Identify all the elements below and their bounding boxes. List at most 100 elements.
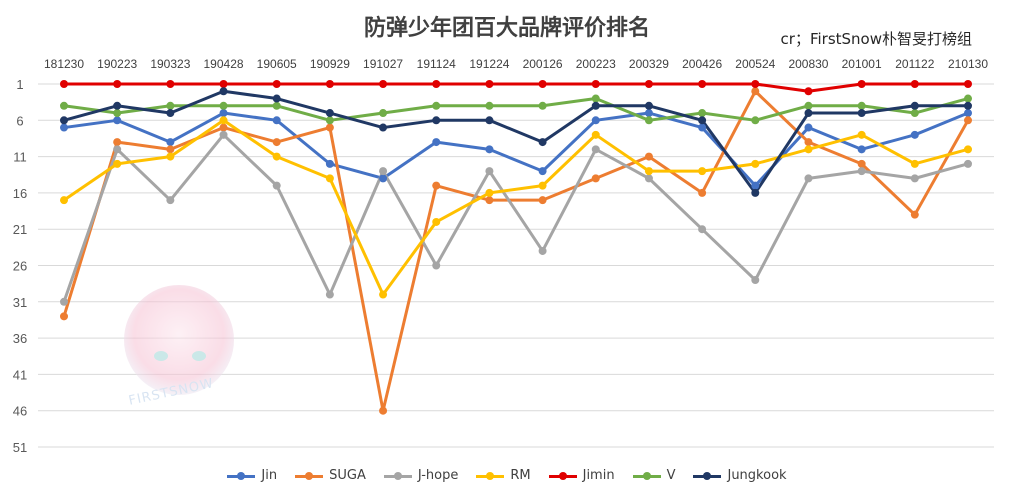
watermark-sticker: FIRSTSNOW	[100, 255, 260, 435]
data-point-j-hope	[379, 167, 388, 176]
data-point-suga	[113, 138, 122, 147]
legend-marker	[305, 471, 314, 480]
data-point-v	[964, 94, 972, 103]
data-point-jin	[751, 181, 760, 190]
data-point-suga	[857, 159, 866, 168]
data-point-jimin	[538, 80, 547, 88]
data-point-jin	[591, 116, 600, 125]
y-tick-label: 46	[13, 404, 27, 419]
data-point-rm	[910, 159, 919, 168]
y-tick-label: 31	[13, 295, 27, 310]
data-point-jimin	[910, 80, 919, 88]
y-tick-label: 6	[16, 113, 23, 128]
data-point-j-hope	[591, 145, 600, 154]
x-tick-label: 190223	[97, 57, 137, 71]
data-point-rm	[485, 188, 494, 197]
data-point-suga	[644, 152, 653, 161]
data-point-j-hope	[272, 181, 281, 190]
data-point-v	[804, 101, 813, 110]
data-point-rm	[325, 174, 334, 183]
legend-item-rm: RM	[476, 468, 531, 483]
data-point-jimin	[219, 80, 228, 88]
y-tick-label: 1	[16, 77, 23, 92]
data-point-rm	[432, 217, 441, 226]
y-tick-label: 21	[13, 222, 27, 237]
legend-marker	[703, 471, 712, 480]
data-point-jimin	[591, 80, 600, 88]
data-point-rm	[166, 152, 175, 161]
data-point-jimin	[166, 80, 175, 88]
data-point-jungkook	[379, 123, 388, 132]
legend-item-v: V	[632, 468, 676, 483]
data-point-suga	[60, 312, 68, 321]
legend-marker	[393, 471, 402, 480]
series-line-rm	[62, 118, 970, 297]
data-point-suga	[751, 87, 760, 96]
data-point-jungkook	[325, 109, 334, 118]
data-point-jungkook	[272, 94, 281, 103]
series-points	[60, 80, 972, 415]
data-point-jimin	[272, 80, 281, 88]
data-point-j-hope	[60, 297, 68, 306]
series-line-jimin	[62, 82, 970, 93]
y-tick-label: 51	[13, 440, 27, 455]
data-point-j-hope	[113, 145, 122, 154]
data-point-v	[272, 101, 281, 110]
x-tick-label: 210130	[948, 57, 988, 71]
series-line-j-hope	[62, 133, 970, 304]
data-point-jimin	[432, 80, 441, 88]
data-point-v	[644, 116, 653, 125]
x-tick-label: 190929	[310, 57, 350, 71]
x-tick-label: 200830	[788, 57, 828, 71]
data-point-v	[538, 101, 547, 110]
data-point-v	[113, 109, 122, 118]
data-point-jin	[804, 123, 813, 132]
data-point-jimin	[485, 80, 494, 88]
sticker-eye	[154, 351, 168, 361]
chart-title: 防弹少年团百大品牌评价排名	[363, 16, 650, 41]
data-point-suga	[698, 188, 707, 197]
data-point-j-hope	[857, 167, 866, 176]
legend-label: Jin	[261, 468, 278, 483]
data-point-jimin	[751, 80, 760, 88]
data-point-jimin	[379, 80, 388, 88]
x-tick-label: 190323	[150, 57, 190, 71]
data-point-rm	[219, 116, 228, 125]
data-point-jin	[485, 145, 494, 154]
data-point-jin	[698, 123, 707, 132]
chart-credit: cr；FirstSnow朴智旻打榜组	[780, 30, 972, 48]
y-tick-label: 26	[13, 259, 27, 274]
data-point-j-hope	[485, 167, 494, 176]
sticker-eye	[192, 351, 206, 361]
x-tick-label: 200329	[629, 57, 669, 71]
data-point-jimin	[325, 80, 334, 88]
x-tick-label: 200426	[682, 57, 722, 71]
sticker-face-image	[124, 285, 234, 395]
legend-swatch	[295, 470, 324, 482]
data-point-jin	[60, 123, 68, 132]
legend-swatch	[227, 470, 256, 482]
legend-label: V	[666, 468, 676, 483]
data-point-v	[698, 109, 707, 118]
x-tick-label: 191027	[363, 57, 403, 71]
data-point-rm	[113, 159, 122, 168]
data-point-j-hope	[751, 276, 760, 285]
data-point-jungkook	[964, 101, 972, 110]
series-line-jin	[62, 111, 970, 188]
data-point-jungkook	[219, 87, 228, 96]
data-point-jungkook	[166, 109, 175, 118]
data-point-suga	[591, 174, 600, 183]
data-point-rm	[60, 196, 68, 205]
data-point-jungkook	[751, 188, 760, 197]
data-point-jin	[272, 116, 281, 125]
data-point-j-hope	[910, 174, 919, 183]
data-point-jungkook	[591, 101, 600, 110]
data-point-rm	[591, 130, 600, 139]
legend-marker	[486, 471, 495, 480]
legend-swatch	[693, 470, 722, 482]
legend-item-suga: SUGA	[295, 468, 366, 483]
data-point-suga	[432, 181, 441, 190]
data-point-jin	[964, 109, 972, 118]
data-point-suga	[538, 196, 547, 205]
